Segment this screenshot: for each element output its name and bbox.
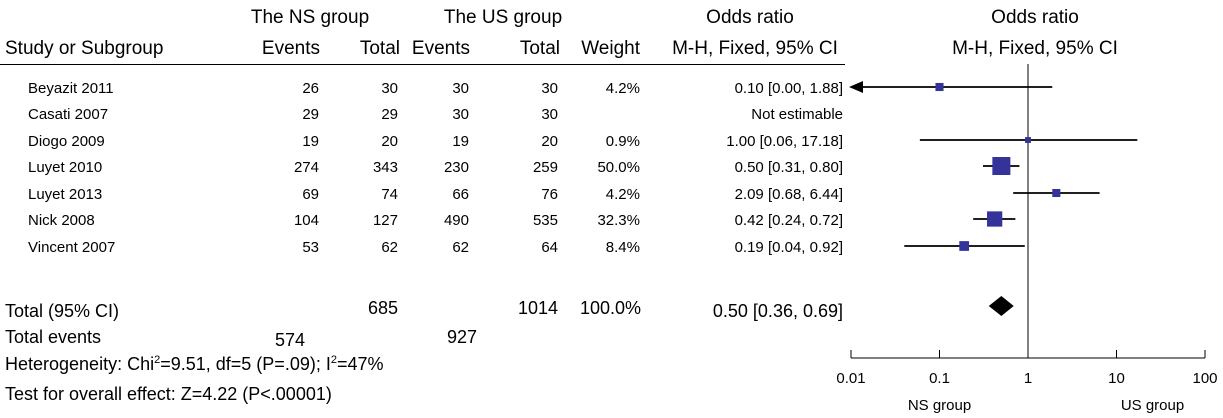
study-name: Diogo 2009 [28,133,105,150]
weight-value: 32.3% [597,212,640,229]
header-total-us: Total [519,38,560,59]
right-group-label: US group [1121,397,1184,414]
ns-total: 74 [381,186,398,203]
or-ci-value: 0.42 [0.24, 0.72] [734,212,843,229]
ns-events: 19 [302,133,319,150]
header-us-group: The US group [443,7,563,28]
header-rule [0,64,845,65]
x-tick-label: 0.1 [929,370,950,387]
header-events-ns: Events [261,38,320,59]
overall-effect: Test for overall effect: Z=4.22 (P<.0000… [5,384,332,404]
ns-total: 62 [381,239,398,256]
x-tick-label: 1 [1024,370,1032,387]
total-or-ci: 0.50 [0.36, 0.69] [712,301,843,321]
ns-total: 30 [381,80,398,97]
study-name: Luyet 2010 [28,159,103,176]
ci-arrow [849,81,863,93]
pooled-diamond [988,296,1014,316]
weight-value: 0.9% [605,133,640,150]
us-events: 30 [452,80,469,97]
study-name: Nick 2008 [28,212,95,229]
header-ns-group: The NS group [250,7,370,28]
ns-total: 127 [372,212,398,229]
ns-events: 26 [302,80,319,97]
study-name: Casati 2007 [28,106,109,123]
ns-events: 29 [302,106,319,123]
ns-events: 104 [293,212,319,229]
het-prefix: Heterogeneity: Chi [5,354,155,374]
header-total-ns: Total [359,38,400,59]
us-total: 535 [532,212,558,229]
us-total: 64 [541,239,558,256]
study-marker [987,211,1003,227]
study-marker [935,82,944,92]
or-ci-value: Not estimable [751,106,843,123]
study-marker [1052,188,1061,198]
ns-total: 343 [372,159,398,176]
us-events: 19 [452,133,469,150]
het-mid: =9.51, df=5 (P=.09); I [160,354,331,374]
het-i-sup: 2 [330,354,337,366]
us-total: 30 [541,80,558,97]
x-tick-label: 0.01 [836,370,865,387]
or-ci-value: 1.00 [0.06, 17.18] [726,133,843,150]
us-events: 30 [452,106,469,123]
heterogeneity: Heterogeneity: Chi2=9.51, df=5 (P=.09); … [5,354,384,374]
weight-value: 4.2% [605,80,640,97]
us-total: 76 [541,186,558,203]
ns-total: 29 [381,106,398,123]
x-tick-label: 100 [1192,370,1217,387]
x-tick-label: 10 [1108,370,1125,387]
left-group-label: NS group [908,397,971,414]
us-events: 490 [443,212,469,229]
study-marker [1025,137,1031,143]
study-name: Vincent 2007 [28,239,116,256]
total-events-label: Total events [5,327,102,347]
us-total: 20 [541,133,558,150]
us-total: 259 [532,159,558,176]
header-or: Odds ratio [706,7,794,28]
total-events-ns-value: 574 [275,331,305,349]
us-events: 62 [452,239,469,256]
weight-value: 4.2% [605,186,640,203]
total-events-us-value: 927 [447,328,477,346]
ns-events: 69 [302,186,319,203]
study-marker [992,157,1011,175]
header-study: Study or Subgroup [5,38,164,59]
or-ci-value: 0.10 [0.00, 1.88] [734,80,843,97]
header-or-plot-method: M-H, Fixed, 95% CI [952,38,1118,59]
ns-total: 20 [381,133,398,150]
total-ns: 685 [367,298,398,318]
header-or-plot: Odds ratio [991,7,1079,28]
het-suffix: =47% [336,354,384,374]
total-label: Total (95% CI) [5,301,120,321]
weight-value: 50.0% [597,159,640,176]
het-chi-sup: 2 [154,354,161,366]
total-events-ns-text: 574 [275,330,306,350]
us-total: 30 [541,106,558,123]
study-name: Luyet 2013 [28,186,103,203]
total-weight: 100.0% [579,298,641,318]
total-events-us-text: 927 [447,327,478,347]
or-ci-value: 0.50 [0.31, 0.80] [734,159,843,176]
header-or-method: M-H, Fixed, 95% CI [672,38,838,59]
study-marker [959,241,970,251]
us-events: 230 [443,159,469,176]
weight-value: 8.4% [605,239,640,256]
header-events-us: Events [411,38,470,59]
ns-events: 274 [293,159,319,176]
or-ci-value: 0.19 [0.04, 0.92] [734,239,843,256]
us-events: 66 [452,186,469,203]
ns-events: 53 [302,239,319,256]
total-us: 1014 [517,298,558,318]
header-weight: Weight [581,38,640,59]
study-name: Beyazit 2011 [28,80,114,97]
or-ci-value: 2.09 [0.68, 6.44] [734,186,843,203]
